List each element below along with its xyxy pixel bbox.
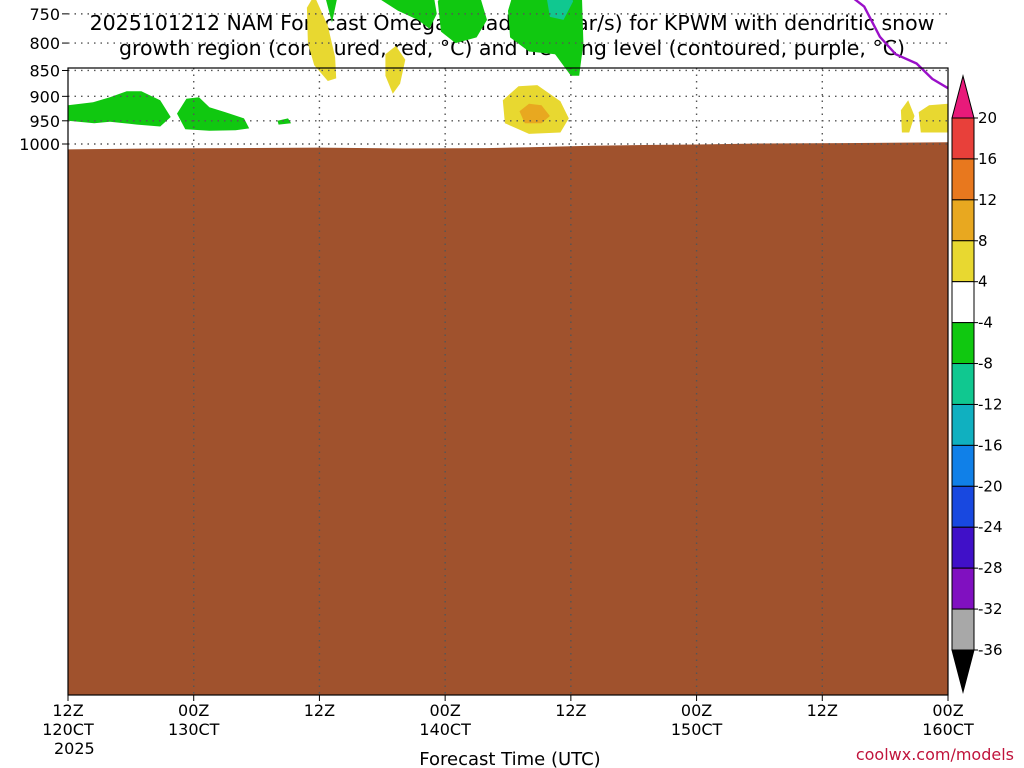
x-tick-label-36: 00Z — [429, 701, 460, 720]
omega-g11 — [277, 118, 292, 125]
x-tick-label-84: 00Z — [932, 701, 963, 720]
omega-g4 — [326, 0, 337, 23]
colorbar-segment-12 — [951, 567, 975, 610]
colorbar-segment-2 — [951, 158, 975, 201]
x-tick-date-12: 130CT — [168, 720, 220, 739]
colorbar-label-0: 20 — [978, 109, 997, 127]
x-tick-label-24: 12Z — [304, 701, 335, 720]
omega-g8 — [508, 0, 584, 76]
grid-lines — [68, 13, 948, 695]
y-tick-label-900: 900 — [29, 87, 60, 106]
x-tick-label-60: 00Z — [681, 701, 712, 720]
y-tick-label-950: 950 — [29, 112, 60, 131]
omega-colorbar: 20 16 12 8 4 -4 -8 -12 -16 -20 -24 -28 -32 -36 — [951, 74, 1003, 694]
omega-y7 — [918, 103, 948, 133]
colorbar-segment-11 — [951, 526, 975, 569]
chart-title-line-2: growth region (contoured, red, °C) and f… — [119, 36, 905, 60]
y-tick-label-1000: 1000 — [19, 135, 60, 154]
x-tick-label-48: 12Z — [555, 701, 586, 720]
colorbar-segment-5 — [951, 281, 975, 324]
colorbar-label-1: 16 — [978, 150, 997, 168]
omega-g9 — [68, 91, 171, 127]
colorbar-segment-4 — [951, 240, 975, 283]
x-tick-date-36: 140CT — [419, 720, 471, 739]
colorbar-label-12: -32 — [978, 600, 1003, 618]
colorbar-segment-3 — [951, 199, 975, 242]
x-tick-date-84: 160CT — [922, 720, 974, 739]
x-tick-label-12: 00Z — [178, 701, 209, 720]
colorbar-label-3: 8 — [978, 232, 988, 250]
colorbar-label-11: -28 — [978, 559, 1003, 577]
colorbar-label-8: -16 — [978, 436, 1003, 454]
x-tick-label-72: 12Z — [807, 701, 838, 720]
colorbar-segment-8 — [951, 403, 975, 446]
omega-g6 — [437, 0, 487, 44]
colorbar-bottom-arrow — [951, 649, 975, 694]
colorbar-segment-1 — [951, 117, 975, 160]
omega-t3 — [547, 0, 573, 20]
omega-y2 — [306, 0, 337, 81]
x-tick-label-0: 12Z — [52, 701, 83, 720]
y-tick-label-850: 850 — [29, 61, 60, 80]
omega-o1 — [519, 103, 550, 124]
omega-shaded-regions — [68, 0, 948, 134]
ground-fill — [68, 142, 948, 695]
x-tick-date-0: 120CT — [42, 720, 94, 739]
colorbar-label-7: -12 — [978, 395, 1003, 413]
plot-border — [67, 67, 949, 696]
plot-area: -18-18-18-12-12-120000 — [67, 0, 949, 696]
colorbar-label-5: -4 — [978, 314, 993, 332]
colorbar-top-arrow — [951, 74, 975, 119]
colorbar-label-2: 12 — [978, 191, 997, 209]
pressure-axis: 2503003504004505005506006507007508008509… — [19, 5, 68, 154]
colorbar-label-4: 4 — [978, 273, 988, 291]
ground-layer — [68, 142, 948, 695]
colorbar-label-9: -20 — [978, 477, 1003, 495]
y-tick-label-750: 750 — [29, 5, 60, 24]
omega-y6 — [900, 100, 915, 133]
y-tick-label-800: 800 — [29, 34, 60, 53]
omega-y3 — [385, 45, 406, 94]
colorbar-segment-7 — [951, 363, 975, 405]
credit-text: coolwx.com/models — [856, 745, 1014, 764]
colorbar-label-10: -24 — [978, 518, 1003, 536]
colorbar-segment-13 — [951, 608, 975, 651]
x-tick-year-0: 2025 — [54, 739, 95, 758]
colorbar-segment-9 — [951, 444, 975, 487]
colorbar-segment-6 — [951, 322, 975, 365]
colorbar-segment-10 — [951, 485, 975, 528]
x-axis-title: Forecast Time (UTC) — [419, 749, 600, 768]
colorbar-label-6: -8 — [978, 355, 993, 373]
omega-g10 — [177, 97, 250, 131]
x-tick-date-60: 150CT — [671, 720, 723, 739]
colorbar-label-13: -36 — [978, 641, 1003, 659]
omega-g5 — [381, 0, 437, 29]
